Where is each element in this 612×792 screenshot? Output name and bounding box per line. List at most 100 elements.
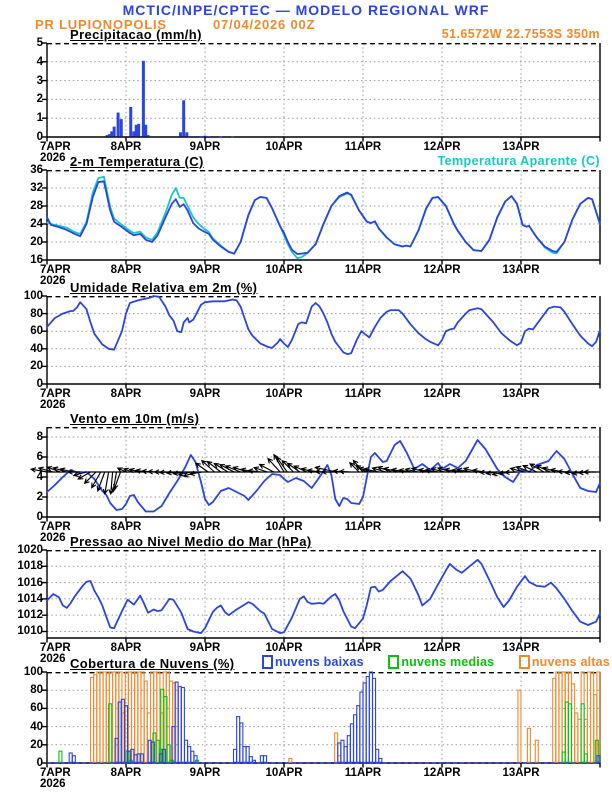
gridlines bbox=[47, 672, 600, 763]
x-tick-label: 9APR bbox=[189, 642, 221, 654]
panel-plot-pressure bbox=[42, 549, 601, 643]
gridlines bbox=[47, 550, 600, 638]
x-tick-label: 13APR bbox=[502, 264, 540, 276]
year-label: 2026 bbox=[40, 653, 66, 665]
gridlines bbox=[47, 296, 600, 384]
y-tick-label: 60 bbox=[30, 325, 43, 338]
x-tick-label: 12APR bbox=[423, 264, 461, 276]
y-tick-label: 40 bbox=[30, 720, 43, 733]
legend-label: nuvens altas bbox=[531, 655, 610, 669]
x-tick-label: 8APR bbox=[110, 388, 142, 400]
y-tick-label: 80 bbox=[30, 307, 43, 320]
nuvens-baixas-swatch-icon bbox=[262, 655, 273, 669]
x-tick-label: 9APR bbox=[189, 141, 221, 153]
y-tick-label: 16 bbox=[30, 254, 43, 266]
x-tick-label: 12APR bbox=[423, 521, 461, 533]
y-tick-label: 0 bbox=[36, 757, 43, 769]
y-tick-label: 32 bbox=[30, 182, 43, 194]
gridlines bbox=[47, 170, 600, 260]
year-label: 2026 bbox=[40, 532, 66, 544]
nuvens-altas-swatch-icon bbox=[518, 655, 530, 669]
x-tick-label: 7APR bbox=[40, 767, 71, 779]
x-tick-label: 7APR bbox=[40, 141, 71, 153]
x-tick-label: 10APR bbox=[265, 264, 303, 276]
x-tick-label: 11APR bbox=[344, 388, 382, 400]
x-tick-label: 11APR bbox=[344, 642, 382, 654]
y-tick-label: 60 bbox=[30, 702, 43, 715]
panel-title-pressure: Pressao ao Nivel Medio do Mar (hPa) bbox=[70, 534, 312, 549]
series-pressao-ao-nivel-medio-do-mar bbox=[46, 558, 601, 634]
y-tick-label: 0 bbox=[36, 131, 43, 143]
y-tick-label: 0 bbox=[36, 511, 43, 523]
location-label: 51.6572W 22.7553S 350m bbox=[441, 27, 600, 41]
x-tick-label: 12APR bbox=[423, 767, 461, 779]
legend-label: nuvens baixas bbox=[275, 655, 364, 669]
y-tick-label: 1012 bbox=[17, 609, 43, 622]
x-tick-label: 13APR bbox=[502, 388, 540, 400]
y-tick-label: 40 bbox=[30, 342, 43, 355]
panel-title-humidity: Umidade Relativa em 2m (%) bbox=[70, 280, 258, 295]
y-tick-label: 20 bbox=[30, 738, 43, 751]
run-datetime: 07/04/2026 00Z bbox=[213, 17, 316, 32]
x-tick-label: 10APR bbox=[265, 767, 303, 779]
y-tick-label: 1 bbox=[36, 112, 43, 125]
series-nuvens-medias bbox=[58, 688, 599, 763]
x-tick-label: 13APR bbox=[502, 141, 540, 153]
x-tick-label: 11APR bbox=[344, 264, 382, 276]
page-title: MCTIC/INPE/CPTEC — MODELO REGIONAL WRF bbox=[122, 2, 490, 18]
panel-plot-clouds bbox=[42, 671, 601, 768]
x-tick-label: 8APR bbox=[110, 767, 142, 779]
x-tick-label: 9APR bbox=[189, 521, 221, 533]
y-tick-label: 1020 bbox=[17, 544, 43, 556]
y-tick-label: 80 bbox=[30, 684, 43, 697]
legend-item-nuvens-baixas: nuvens baixas bbox=[262, 655, 364, 669]
series-nuvens-baixas bbox=[68, 671, 601, 763]
series-velocidade-do-vento bbox=[46, 439, 601, 513]
x-tick-label: 11APR bbox=[344, 767, 382, 779]
y-tick-label: 4 bbox=[36, 55, 43, 68]
x-tick-label: 7APR bbox=[40, 264, 71, 276]
x-tick-label: 10APR bbox=[265, 642, 303, 654]
plot-frame bbox=[42, 295, 601, 389]
x-tick-label: 9APR bbox=[189, 388, 221, 400]
y-tick-label: 28 bbox=[30, 200, 43, 212]
x-tick-label: 13APR bbox=[502, 767, 540, 779]
x-tick-label: 8APR bbox=[110, 141, 142, 153]
panel-title-temperature: 2-m Temperatura (C) bbox=[70, 154, 204, 169]
nuvens-medias-swatch-icon bbox=[388, 655, 400, 669]
panel-title-wind: Vento em 10m (m/s) bbox=[70, 411, 200, 426]
series-precipitacao bbox=[105, 60, 235, 138]
panel-title-precipitation: Precipitacao (mm/h) bbox=[70, 27, 202, 42]
x-tick-label: 13APR bbox=[502, 521, 540, 533]
x-tick-label: 10APR bbox=[265, 388, 303, 400]
legend-item-nuvens-medias: nuvens medias bbox=[388, 655, 494, 669]
x-tick-label: 8APR bbox=[110, 521, 142, 533]
y-tick-label: 8 bbox=[36, 431, 43, 443]
series-umidade-relativa bbox=[46, 295, 601, 355]
y-tick-label: 100 bbox=[23, 290, 43, 302]
gridlines bbox=[47, 427, 600, 517]
gridlines bbox=[47, 43, 600, 137]
plot-frame bbox=[42, 549, 601, 643]
x-tick-label: 13APR bbox=[502, 642, 540, 654]
x-tick-label: 9APR bbox=[189, 264, 221, 276]
y-tick-label: 6 bbox=[36, 451, 43, 463]
y-tick-label: 1014 bbox=[17, 592, 43, 605]
year-label: 2026 bbox=[40, 275, 66, 287]
x-tick-label: 7APR bbox=[40, 521, 71, 533]
y-tick-label: 20 bbox=[30, 360, 43, 373]
x-tick-label: 12APR bbox=[423, 388, 461, 400]
x-tick-label: 11APR bbox=[344, 141, 382, 153]
x-tick-label: 8APR bbox=[110, 642, 142, 654]
x-tick-label: 8APR bbox=[110, 264, 142, 276]
plot-frame bbox=[42, 169, 601, 265]
y-tick-label: 1016 bbox=[17, 576, 43, 589]
legend-label: nuvens medias bbox=[401, 655, 495, 669]
year-label: 2026 bbox=[40, 778, 66, 790]
station-name: PR LUPIONOPOLIS bbox=[35, 17, 167, 32]
y-tick-label: 1010 bbox=[17, 625, 43, 638]
panel-plot-precipitation bbox=[42, 42, 601, 142]
x-tick-label: 7APR bbox=[40, 388, 71, 400]
y-tick-label: 2 bbox=[36, 93, 43, 106]
